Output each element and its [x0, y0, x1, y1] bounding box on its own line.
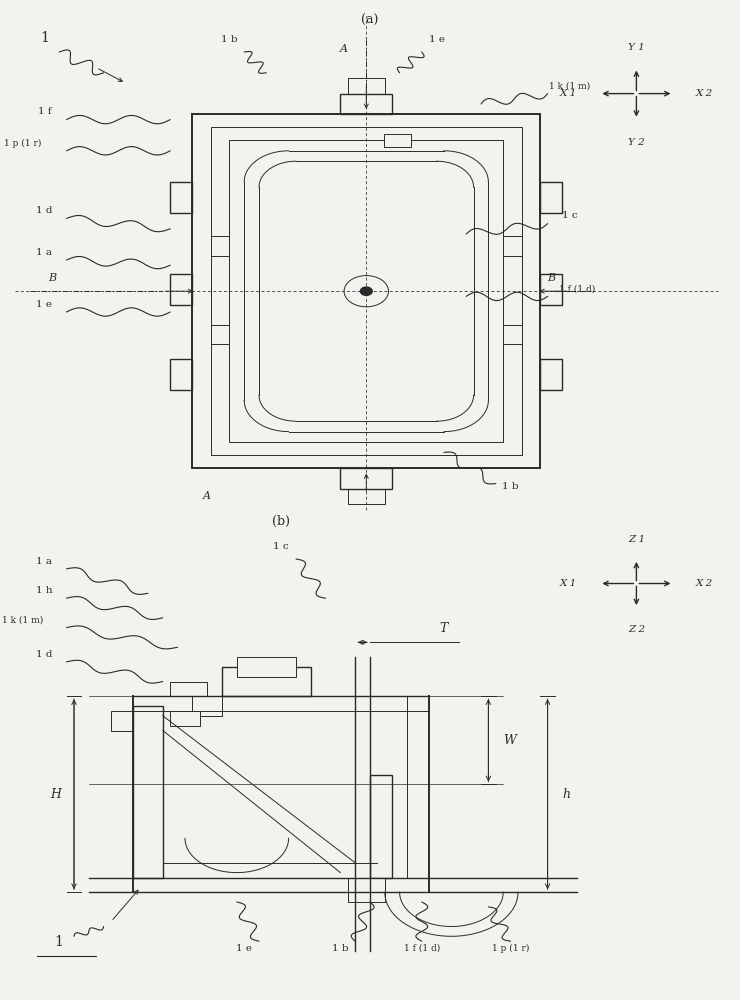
Text: 1: 1	[55, 935, 64, 949]
Bar	[170, 682, 207, 696]
Text: 1 h: 1 h	[36, 586, 53, 595]
Text: 1 p (1 r): 1 p (1 r)	[4, 138, 41, 148]
Text: 1 e: 1 e	[236, 944, 252, 953]
Text: X 2: X 2	[696, 579, 713, 588]
Bar	[348, 878, 385, 902]
Bar	[229, 140, 503, 442]
Text: 1 f (1 d): 1 f (1 d)	[559, 284, 595, 293]
Text: 1 f: 1 f	[38, 107, 51, 116]
Bar	[192, 114, 540, 468]
Text: T: T	[440, 622, 448, 636]
Bar	[170, 359, 192, 390]
Bar	[170, 274, 192, 305]
Text: (b): (b)	[272, 515, 290, 528]
Bar	[211, 127, 522, 455]
Text: A: A	[204, 491, 211, 501]
Bar	[340, 468, 392, 489]
Bar	[370, 775, 392, 878]
Text: B: B	[547, 273, 555, 283]
Bar	[170, 182, 192, 213]
Text: Y 2: Y 2	[628, 138, 645, 147]
Text: X 1: X 1	[560, 579, 577, 588]
Bar	[192, 696, 222, 716]
Text: 1 p (1 r): 1 p (1 r)	[492, 944, 529, 953]
Bar	[348, 78, 385, 94]
Bar	[540, 182, 562, 213]
Text: 1 d: 1 d	[36, 650, 53, 659]
Bar	[340, 94, 392, 114]
Text: 1 b: 1 b	[502, 482, 519, 491]
Text: X 1: X 1	[560, 89, 577, 98]
Text: Y 1: Y 1	[628, 43, 645, 52]
Text: 1 a: 1 a	[36, 557, 53, 566]
Text: A: A	[340, 44, 348, 54]
Text: Z 2: Z 2	[628, 625, 645, 634]
Text: 1 d: 1 d	[36, 206, 53, 215]
Bar	[170, 711, 200, 726]
Text: 1 k (1 m): 1 k (1 m)	[549, 81, 591, 90]
Bar	[348, 489, 385, 504]
Bar	[133, 706, 163, 878]
Bar	[503, 325, 522, 344]
Text: Z 1: Z 1	[628, 535, 645, 544]
Bar	[540, 359, 562, 390]
Bar	[111, 711, 133, 730]
Text: 1 c: 1 c	[562, 211, 578, 220]
Bar	[384, 134, 411, 147]
Text: 1 b: 1 b	[332, 944, 349, 953]
Bar	[540, 274, 562, 305]
Text: 1 e: 1 e	[428, 35, 445, 44]
Text: B: B	[48, 273, 56, 283]
Circle shape	[360, 287, 372, 295]
Bar	[211, 236, 229, 256]
Text: 1 b: 1 b	[221, 35, 238, 44]
Text: 1: 1	[40, 31, 49, 45]
Text: 1 f (1 d): 1 f (1 d)	[404, 944, 440, 953]
Text: H: H	[50, 788, 61, 801]
Text: h: h	[562, 788, 571, 801]
Text: 1 c: 1 c	[273, 542, 289, 551]
Text: 1 e: 1 e	[36, 300, 53, 309]
Text: X 2: X 2	[696, 89, 713, 98]
Text: (a): (a)	[361, 14, 379, 27]
Text: 1 k (1 m): 1 k (1 m)	[1, 616, 43, 625]
Bar	[222, 667, 311, 696]
Text: 1 a: 1 a	[36, 248, 53, 257]
Bar	[211, 325, 229, 344]
Bar	[237, 657, 296, 677]
Text: W: W	[503, 734, 516, 747]
Bar	[503, 236, 522, 256]
